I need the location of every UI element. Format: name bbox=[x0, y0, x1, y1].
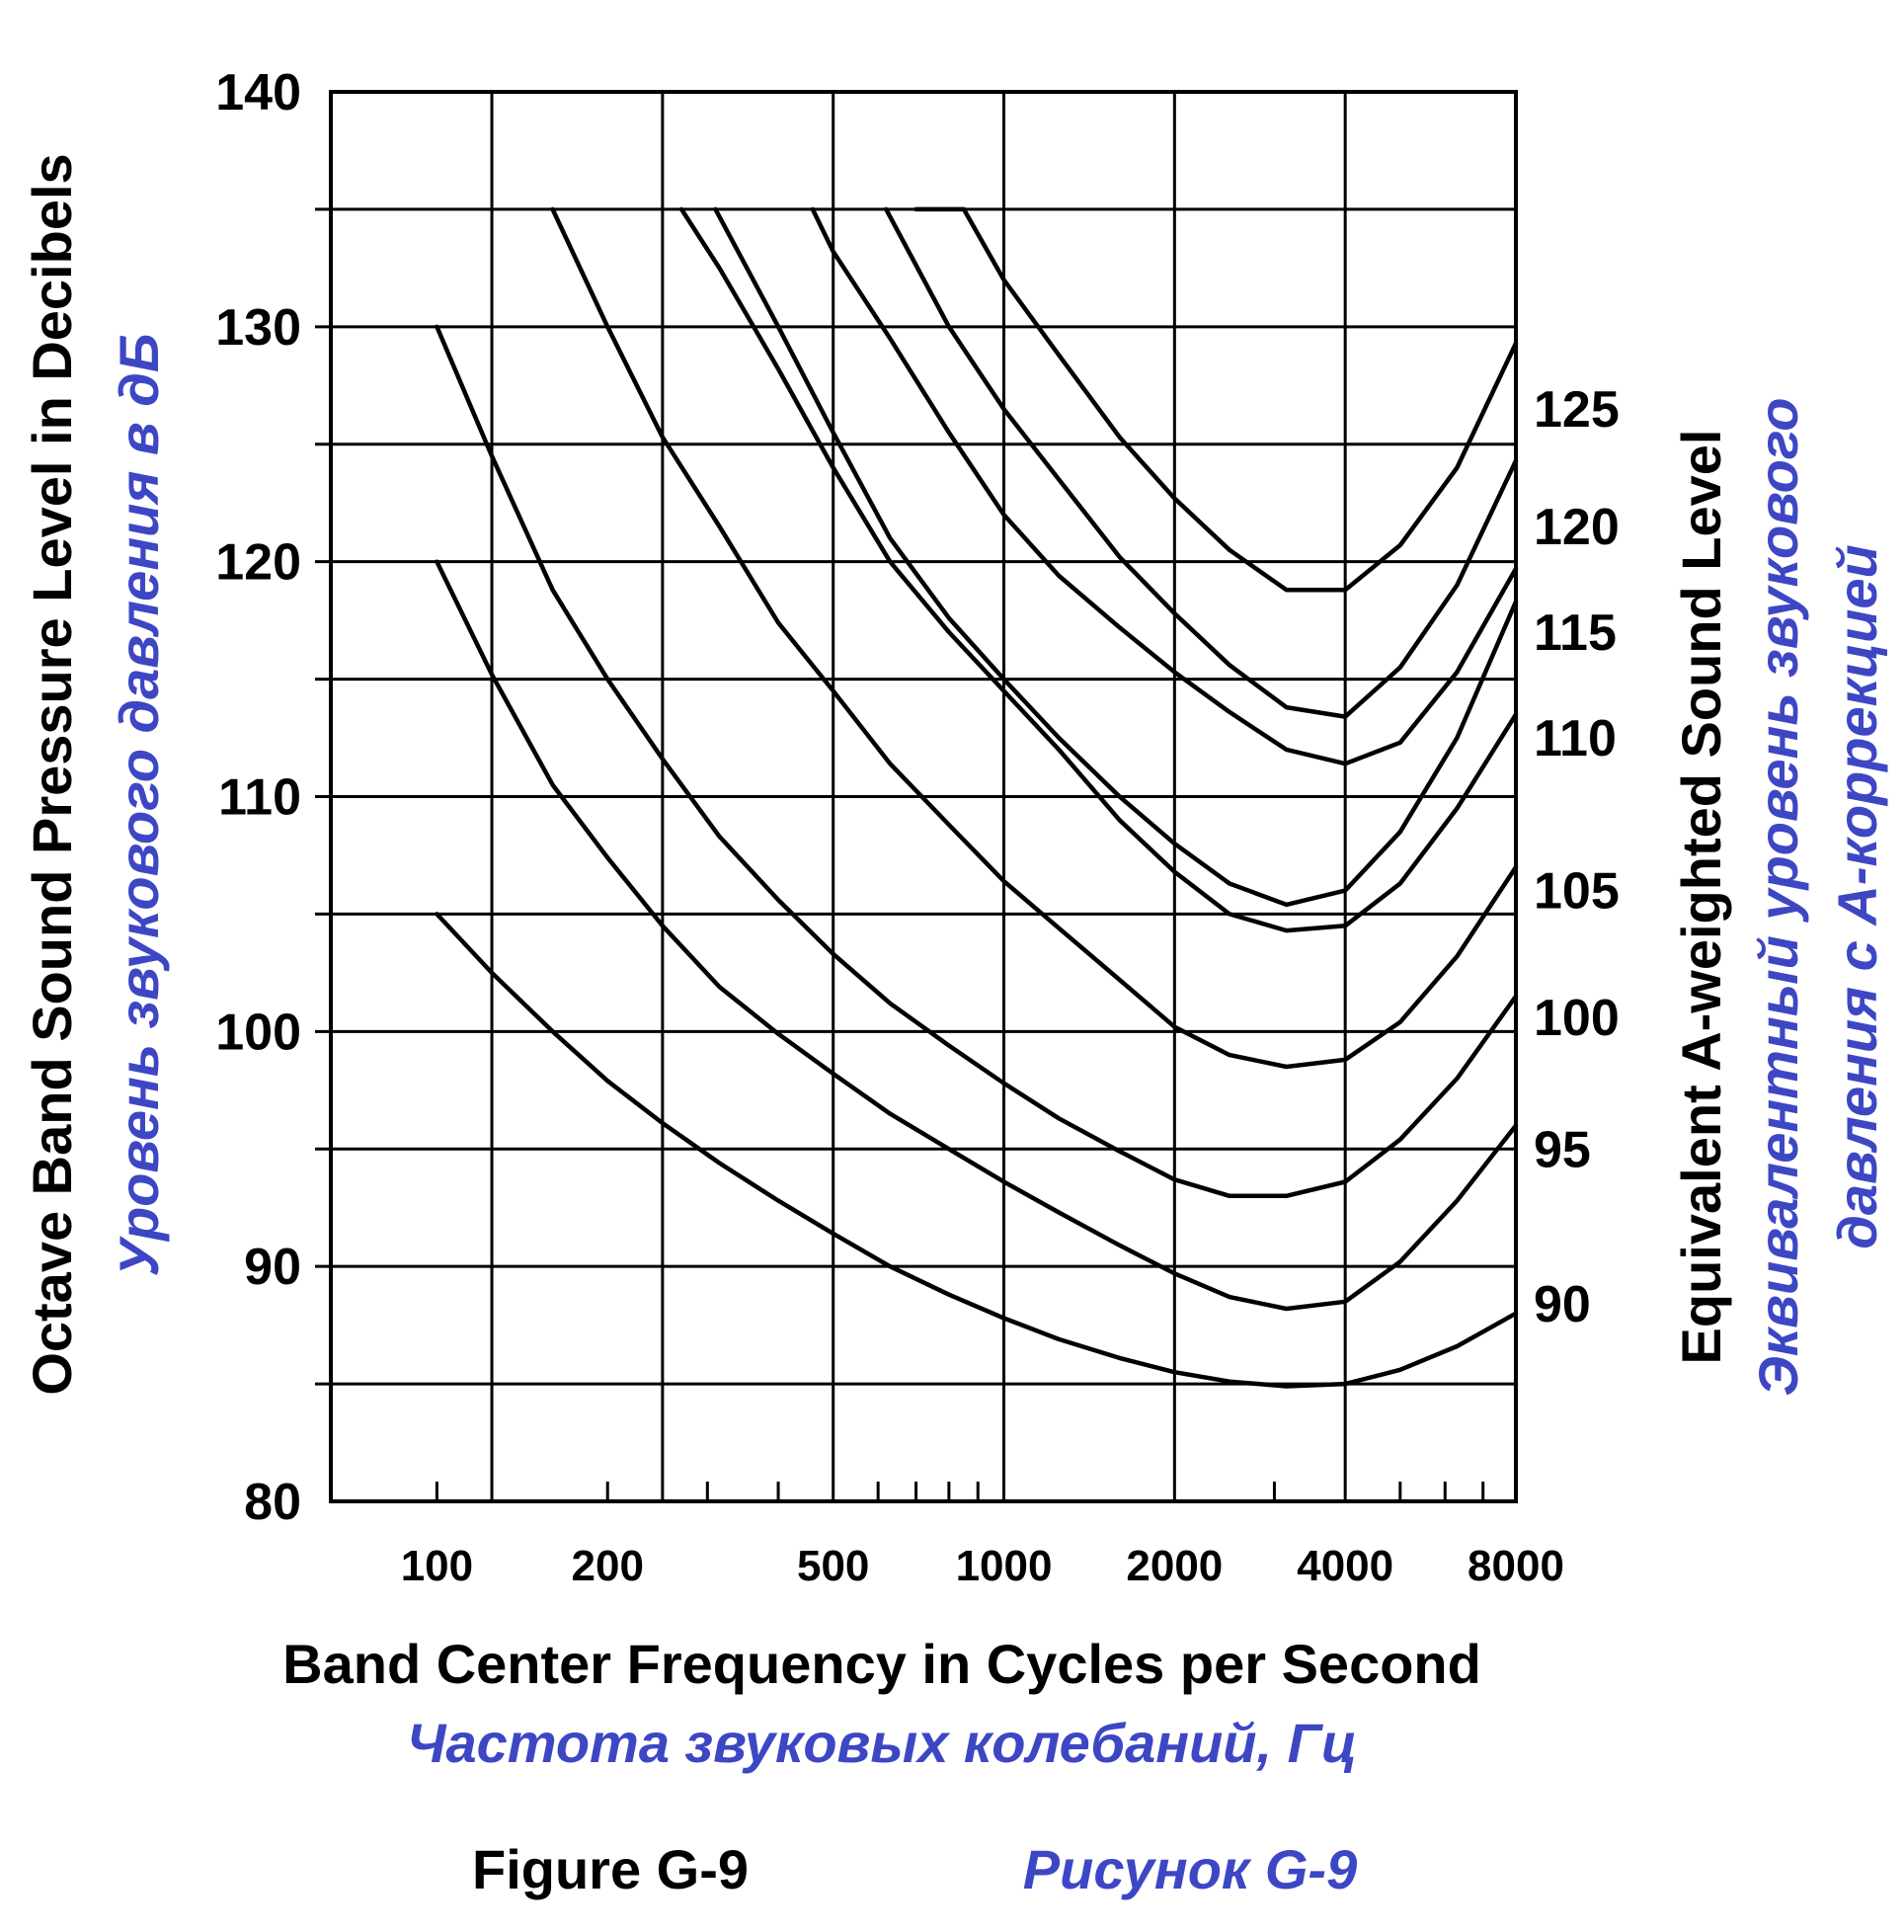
x-tick-label: 4000 bbox=[1297, 1542, 1393, 1590]
right-axis-title: Equivalent A-weighted Sound Level bbox=[1670, 430, 1732, 1365]
right-tick-label: 120 bbox=[1534, 499, 1620, 556]
y-tick-label: 80 bbox=[244, 1474, 301, 1531]
right-tick-label: 90 bbox=[1534, 1276, 1591, 1333]
series-group bbox=[435, 206, 1519, 1389]
x-tick-label: 1000 bbox=[956, 1542, 1053, 1590]
y-tick-label: 130 bbox=[215, 299, 301, 357]
x-axis-title-ru: Частота звуковых колебаний, Гц bbox=[407, 1712, 1357, 1774]
y-tick-label: 100 bbox=[215, 1004, 301, 1061]
series-line-120 bbox=[810, 206, 1519, 766]
plot-frame bbox=[329, 90, 1518, 1503]
x-tick-label: 200 bbox=[572, 1542, 644, 1590]
series-line-115 bbox=[713, 206, 1519, 908]
right-tick-label: 125 bbox=[1534, 381, 1620, 439]
y-axis-title: Octave Band Sound Pressure Level in Deci… bbox=[21, 153, 83, 1395]
y-ticks: 80 90 100 110 120 130 140 bbox=[215, 64, 301, 1531]
grid bbox=[315, 92, 1516, 1501]
right-tick-label: 100 bbox=[1534, 990, 1620, 1047]
right-axis-title-ru-line2: давления с А-коррекцией bbox=[1826, 544, 1888, 1248]
y-tick-label: 110 bbox=[218, 769, 301, 827]
figure-caption: Figure G-9 bbox=[472, 1838, 749, 1900]
x-tick-label: 500 bbox=[797, 1542, 869, 1590]
x-tick-label: 2000 bbox=[1126, 1542, 1223, 1590]
right-tick-label: 105 bbox=[1534, 863, 1620, 921]
y-tick-label: 90 bbox=[244, 1239, 301, 1296]
y-axis-title-ru: Уровень звукового давления в дБ bbox=[108, 333, 170, 1276]
series-line-105 bbox=[550, 206, 1519, 1070]
y-tick-label: 140 bbox=[215, 64, 301, 121]
x-tick-label: 8000 bbox=[1468, 1542, 1564, 1590]
right-tick-label: 115 bbox=[1534, 604, 1617, 662]
series-line-95 bbox=[435, 559, 1519, 1312]
series-line-122 bbox=[884, 206, 1519, 719]
figure-caption-ru: Рисунок G-9 bbox=[1023, 1838, 1357, 1900]
x-ticks: 100 200 500 1000 2000 4000 8000 bbox=[401, 1542, 1564, 1590]
right-axis-title-ru-line1: Эквивалентный уровень звукового bbox=[1747, 398, 1809, 1397]
right-tick-label: 95 bbox=[1534, 1121, 1591, 1178]
y-tick-label: 120 bbox=[215, 534, 301, 592]
series-line-100 bbox=[435, 324, 1519, 1199]
right-tick-label: 110 bbox=[1534, 710, 1617, 767]
right-ticks: 90 95 100 105 110 115 120 125 bbox=[1534, 381, 1620, 1333]
x-axis-title: Band Center Frequency in Cycles per Seco… bbox=[282, 1633, 1481, 1695]
series-line-90 bbox=[435, 912, 1519, 1389]
series-line-125 bbox=[913, 206, 1519, 593]
x-tick-label: 100 bbox=[401, 1542, 473, 1590]
series-line-110 bbox=[678, 206, 1519, 933]
